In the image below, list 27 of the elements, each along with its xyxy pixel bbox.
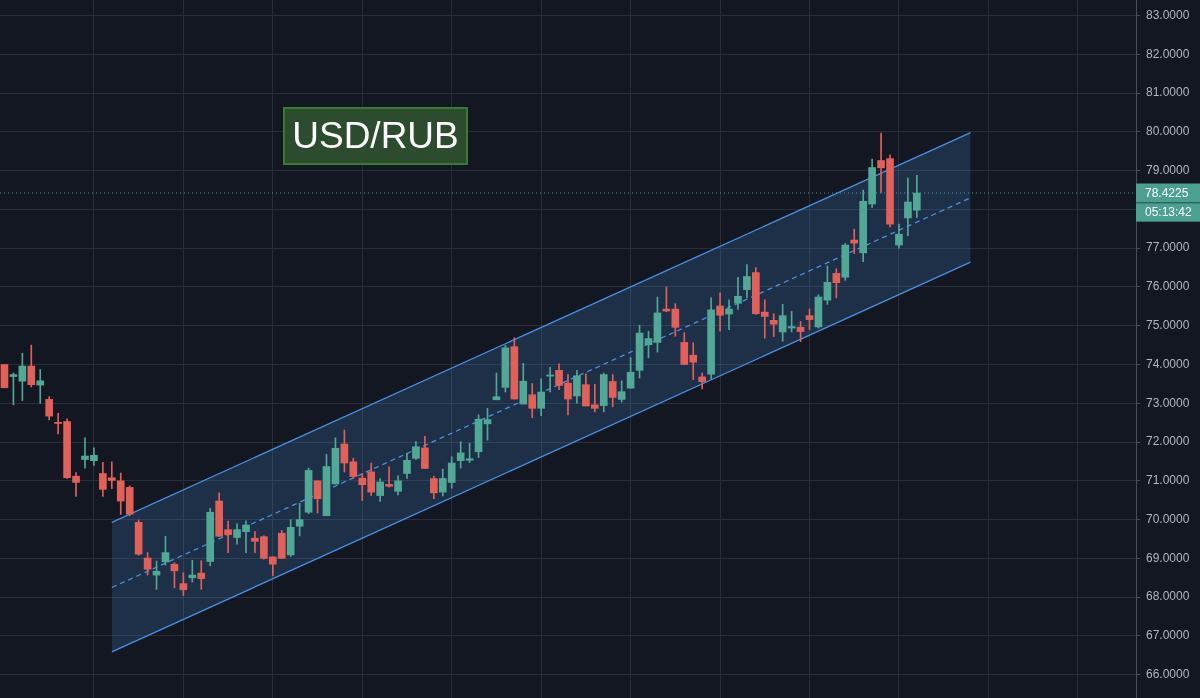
candlestick: [197, 560, 206, 590]
y-tick-label: 72.0000: [1146, 434, 1190, 449]
y-tick-label: 68.0000: [1146, 589, 1190, 604]
y-tick-label: 67.0000: [1146, 628, 1190, 643]
y-tick-label: 81.0000: [1146, 85, 1190, 100]
y-tick-label: 76.0000: [1146, 279, 1190, 294]
y-tick-label: 70.0000: [1146, 511, 1190, 526]
y-tick-label: 69.0000: [1146, 550, 1190, 565]
y-tick-label: 77.0000: [1146, 240, 1190, 255]
y-tick-label: 66.0000: [1146, 667, 1190, 682]
candlestick: [188, 560, 197, 583]
y-tick-label: 73.0000: [1146, 395, 1190, 410]
text: USD/RUB: [283, 107, 468, 165]
y-tick-label: 83.0000: [1146, 7, 1190, 22]
y-tick-label: 71.0000: [1146, 473, 1190, 488]
y-tick-label: 79.0000: [1146, 162, 1190, 177]
candlestick: [734, 276, 742, 310]
y-tick-label: 80.0000: [1146, 124, 1190, 139]
y-tick-label: 82.0000: [1146, 46, 1190, 61]
y-tick-label: 74.0000: [1146, 356, 1190, 371]
ref-line-label: 78.4225: [1145, 185, 1189, 200]
candlestick: [385, 466, 393, 488]
candlestick: [36, 369, 45, 404]
text: 05:13:42: [1145, 204, 1193, 219]
candlestick: [769, 313, 778, 337]
y-tick-label: 75.0000: [1146, 318, 1190, 333]
candlestick: [725, 299, 733, 330]
